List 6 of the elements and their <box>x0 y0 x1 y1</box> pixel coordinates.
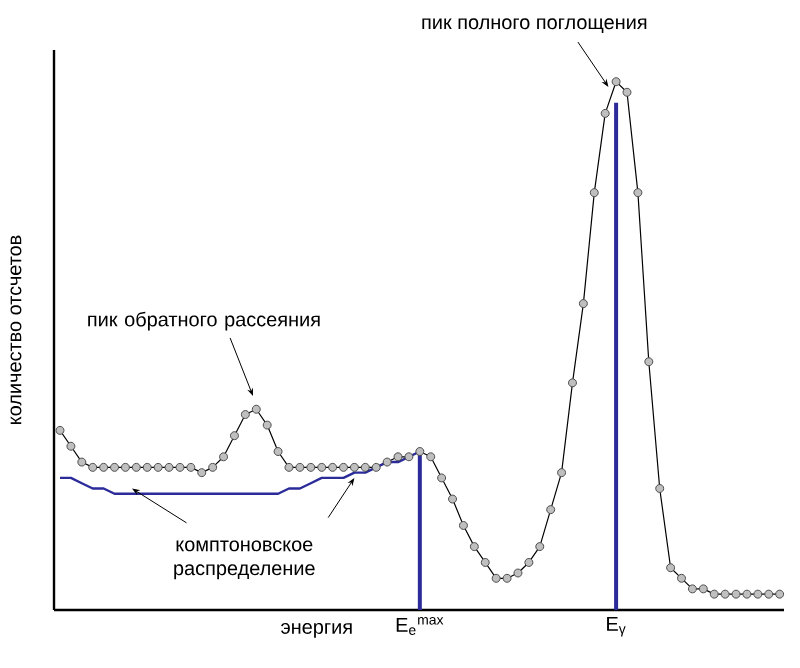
y-axis-title: количество отсчетов <box>10 235 22 424</box>
annotation: пик полного поглощения <box>422 18 647 34</box>
annotation: пик обратного рассеяния <box>88 311 320 331</box>
x-axis-title: энергия <box>281 623 352 638</box>
x-tick-label: E$_{γ}$ <box>607 617 626 637</box>
annotation: комптоновское распределение <box>174 540 315 580</box>
